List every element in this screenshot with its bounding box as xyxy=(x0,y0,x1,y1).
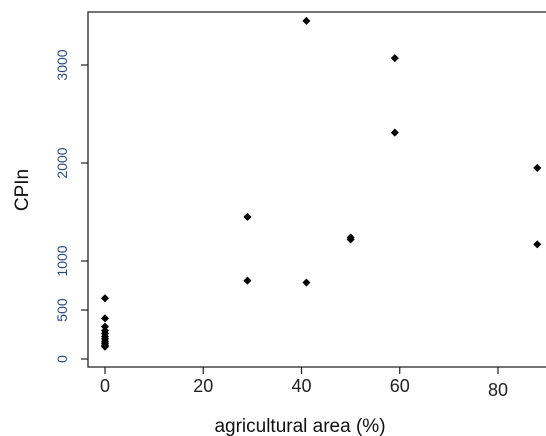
data-point xyxy=(533,240,542,249)
y-axis-label: CPIn xyxy=(12,169,33,211)
x-axis: 0 20 40 60 80 xyxy=(100,367,508,400)
y-tick-label: 0 xyxy=(54,355,70,363)
x-tick-label: 40 xyxy=(291,376,311,396)
plot-frame xyxy=(87,11,546,368)
x-tick-label: 0 xyxy=(100,376,110,396)
y-tick-label: 500 xyxy=(54,298,70,322)
data-points xyxy=(100,16,542,351)
x-tick-label: 20 xyxy=(193,376,213,396)
data-point xyxy=(100,342,110,351)
data-point xyxy=(390,128,399,137)
data-point xyxy=(390,54,399,63)
data-point xyxy=(100,314,110,323)
data-point xyxy=(533,163,542,172)
y-tick-label: 1000 xyxy=(54,245,70,276)
y-tick-label: 2000 xyxy=(54,147,70,178)
x-tick-label: 60 xyxy=(390,376,410,396)
data-point xyxy=(243,212,252,221)
data-point xyxy=(100,294,110,303)
data-point xyxy=(302,278,311,287)
plot-border xyxy=(87,11,546,368)
y-axis: 0 500 1000 2000 3000 xyxy=(54,49,88,363)
data-point xyxy=(302,16,311,25)
y-tick-label: 3000 xyxy=(54,49,70,80)
x-tick-label: 80 xyxy=(488,380,508,400)
data-point xyxy=(346,235,355,244)
data-point xyxy=(243,276,252,285)
x-axis-label: agricultural area (%) xyxy=(214,416,385,436)
